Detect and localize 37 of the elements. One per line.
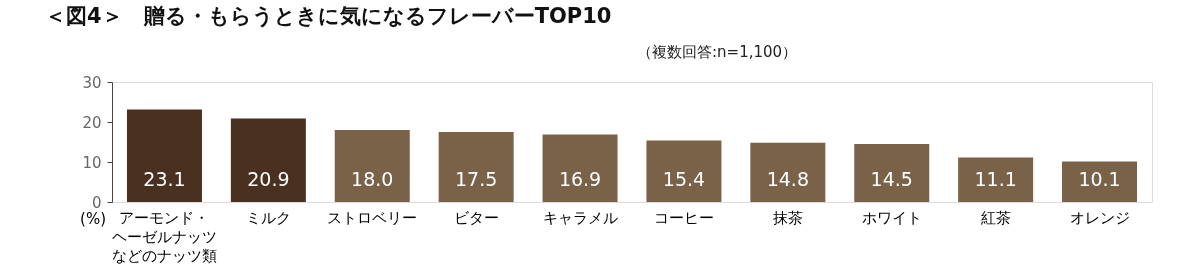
bar: [958, 157, 1034, 202]
x-tick-label: 抹茶: [772, 208, 803, 227]
chart-title: ＜図4＞ 贈る・もらうときに気になるフレーバーTOP10: [45, 4, 612, 28]
y-tick-label: 0: [91, 193, 102, 212]
x-tick-label: キャラメル: [542, 208, 618, 227]
x-tick-label: アーモンド・ヘーゼルナッツなどのナッツ類: [111, 208, 217, 265]
bar: [230, 118, 306, 202]
data-label: 14.8: [766, 168, 809, 190]
data-label: 23.1: [143, 168, 186, 190]
x-tick-label: オレンジ: [1069, 208, 1130, 227]
x-tick-label: ビター: [453, 208, 499, 227]
bar: [438, 132, 514, 202]
x-tick-label: ストロベリー: [327, 208, 418, 227]
data-label: 15.4: [662, 168, 706, 190]
bar: [126, 109, 202, 202]
x-tick-label: 紅茶: [980, 208, 1011, 227]
y-tick-label: 20: [82, 113, 102, 132]
bar: [646, 140, 722, 202]
x-tick-label: コーヒー: [653, 208, 714, 227]
bar: [750, 142, 826, 202]
bar: [854, 144, 930, 202]
text: (%): [80, 210, 106, 228]
data-label: 11.1: [974, 168, 1017, 190]
x-tick-label: ミルク: [245, 208, 291, 227]
data-label: 16.9: [558, 168, 602, 190]
x-tick-label: ホワイト: [861, 208, 922, 227]
data-label: 10.1: [1078, 168, 1121, 190]
data-label: 14.5: [870, 168, 913, 190]
y-tick-label: 10: [82, 153, 102, 172]
data-label: 18.0: [351, 168, 394, 190]
bar: [1062, 161, 1138, 202]
data-label: 20.9: [247, 168, 290, 190]
bar: [542, 134, 618, 202]
bar: [334, 130, 410, 202]
data-label: 17.5: [455, 168, 498, 190]
chart-subtitle: （複数回答:n=1,100）: [637, 43, 798, 61]
y-tick-label: 30: [82, 73, 102, 92]
